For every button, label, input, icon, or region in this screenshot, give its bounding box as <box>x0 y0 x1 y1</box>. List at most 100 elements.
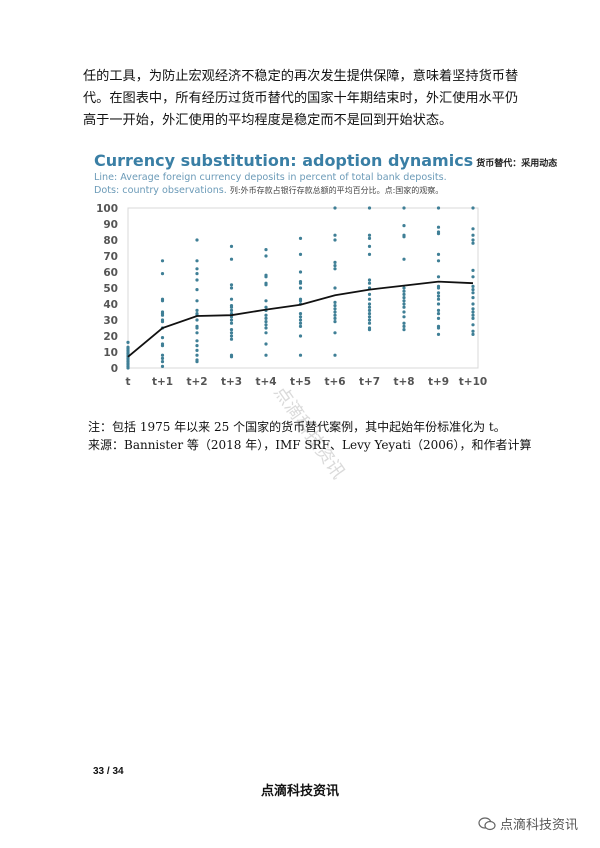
data-point <box>367 236 372 240</box>
data-point <box>333 264 337 268</box>
data-point <box>436 332 441 336</box>
data-point <box>471 288 475 292</box>
data-point <box>160 259 165 263</box>
data-point <box>471 206 475 210</box>
data-point <box>298 324 303 328</box>
data-point <box>333 307 337 311</box>
data-point <box>471 310 475 314</box>
y-tick-label: 100 <box>96 203 118 215</box>
data-point <box>333 304 337 308</box>
data-point <box>436 230 441 234</box>
data-point <box>195 238 199 242</box>
data-point <box>195 278 199 282</box>
data-point <box>471 227 475 231</box>
data-point <box>436 302 441 306</box>
data-point <box>195 348 199 352</box>
data-point <box>229 297 234 301</box>
data-point <box>402 289 406 293</box>
data-point <box>402 292 406 296</box>
chart-title: Currency substitution: adoption dynamics… <box>94 151 557 170</box>
data-point <box>436 324 441 328</box>
data-point <box>160 336 165 340</box>
data-point <box>436 297 441 301</box>
data-point <box>264 281 268 285</box>
data-point <box>264 248 268 252</box>
y-tick-label: 10 <box>103 347 118 359</box>
data-point <box>160 342 165 346</box>
data-point <box>471 275 475 279</box>
data-point <box>298 297 303 301</box>
data-point <box>160 272 165 276</box>
data-point <box>402 299 406 303</box>
data-point <box>402 310 406 314</box>
x-tick-label: t+5 <box>290 376 311 388</box>
chart-source: 来源：Bannister 等（2018 年），IMF SRF、Levy Yeya… <box>88 438 532 452</box>
data-point <box>367 281 372 285</box>
data-point <box>367 252 372 256</box>
data-point <box>471 296 475 300</box>
data-point <box>471 284 475 288</box>
data-point <box>195 353 199 357</box>
data-point <box>436 206 441 210</box>
data-point <box>229 257 234 261</box>
x-tick-label: t+9 <box>428 376 449 388</box>
data-point <box>264 313 268 317</box>
data-point <box>229 308 234 312</box>
watermark: 点滴科技资讯 <box>478 814 578 833</box>
data-point <box>195 358 199 362</box>
data-point <box>436 259 441 263</box>
data-point <box>402 305 406 309</box>
data-point <box>229 331 234 335</box>
wechat-icon <box>478 816 496 830</box>
data-point <box>333 233 337 237</box>
data-point <box>264 316 268 320</box>
data-point <box>298 353 303 357</box>
chart-title-cn: 货币替代：采用动态 <box>476 159 558 169</box>
data-point <box>333 206 337 210</box>
data-point <box>436 252 441 256</box>
data-point <box>402 233 406 237</box>
footer-title: 点滴科技资讯 <box>260 784 339 799</box>
data-point <box>436 225 441 229</box>
data-point <box>402 206 406 210</box>
x-tick-label: t+6 <box>324 376 345 388</box>
chart-subtitle-1: Line: Average foreign currency deposits … <box>94 172 447 183</box>
data-point <box>195 272 199 276</box>
data-point <box>471 316 475 320</box>
x-tick-label: t+1 <box>152 376 173 388</box>
data-point <box>195 339 199 343</box>
data-point <box>367 318 372 322</box>
x-tick-label: t+7 <box>359 376 380 388</box>
data-point <box>160 310 165 314</box>
data-point <box>298 280 303 284</box>
data-point <box>298 252 303 256</box>
data-point <box>436 275 441 279</box>
data-point <box>436 316 441 320</box>
data-point <box>229 286 234 290</box>
data-point <box>402 324 406 328</box>
page-number: 33 / 34 <box>93 766 124 777</box>
data-point <box>264 305 268 309</box>
data-point <box>264 323 268 327</box>
data-point <box>298 321 303 325</box>
data-point <box>471 238 475 242</box>
data-point <box>264 273 268 277</box>
data-point <box>264 326 268 330</box>
y-tick-label: 60 <box>103 267 118 279</box>
data-point <box>264 331 268 335</box>
chart-subtitle-2: Dots: country observations. 列:外币存款占银行存款总… <box>94 185 443 196</box>
data-point <box>229 318 234 322</box>
body-paragraph: 任的工具，为防止宏观经济不稳定的再次发生提供保障，意味着坚持货币替代。在图表中，… <box>83 69 519 128</box>
x-tick-label: t+2 <box>186 376 207 388</box>
data-point <box>298 236 303 240</box>
data-point <box>160 353 165 357</box>
data-point <box>436 291 441 295</box>
data-point <box>195 299 199 303</box>
data-point <box>229 321 234 325</box>
data-point <box>333 320 337 324</box>
average-line <box>127 280 474 358</box>
data-point <box>264 320 268 324</box>
data-point <box>402 315 406 319</box>
y-tick-label: 90 <box>103 219 118 231</box>
data-point <box>367 278 372 282</box>
